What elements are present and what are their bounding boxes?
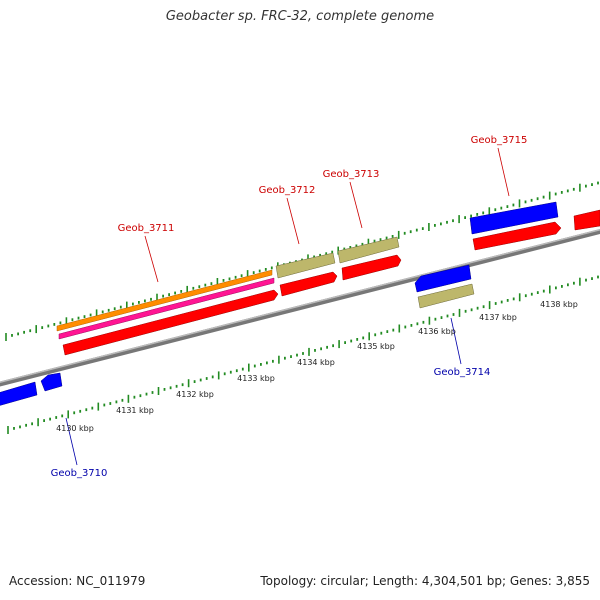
cds-arrow-3713 <box>341 254 402 281</box>
leader-line-3715 <box>497 147 510 197</box>
leader-line-3712 <box>286 197 300 245</box>
cds-arrow-3715 <box>472 221 562 251</box>
scale-label: 4137 kbp <box>479 313 517 322</box>
gene-label-3710: Geob_3710 <box>51 468 108 479</box>
cds-arrow-right-edge <box>573 209 600 231</box>
map-title: Geobacter sp. FRC-32, complete genome <box>165 9 435 24</box>
tick-row-lower <box>7 275 599 434</box>
scale-label: 4138 kbp <box>540 300 578 309</box>
gene-bar-orange <box>56 269 273 332</box>
scale-label: 4135 kbp <box>357 342 395 351</box>
cds-arrow-3711 <box>62 289 279 356</box>
scale-label: 4131 kbp <box>116 406 154 415</box>
gene-bar-khaki-3714 <box>417 283 475 309</box>
gene-bar-khaki-3713 <box>337 236 400 264</box>
leader-line-3714 <box>450 317 462 365</box>
leader-line-3710 <box>65 417 78 466</box>
gene-label-3714: Geob_3714 <box>434 367 491 378</box>
accession-label: Accession: NC_011979 <box>9 574 146 588</box>
scale-label: 4132 kbp <box>176 390 214 399</box>
scale-label: 4130 kbp <box>56 424 94 433</box>
scale-label: 4136 kbp <box>418 327 456 336</box>
gene-label-3711: Geob_3711 <box>118 223 175 234</box>
gene-bar-magenta <box>58 277 275 340</box>
gene-label-3715: Geob_3715 <box>471 135 528 146</box>
cds-arrow-3712 <box>279 271 338 297</box>
genome-backbone-highlight <box>0 229 600 383</box>
gene-bar-khaki-3712 <box>275 252 336 279</box>
scale-label: 4133 kbp <box>237 374 275 383</box>
gene-bar-blue-3710a <box>0 381 38 406</box>
gene-bar-blue-3710b <box>40 372 63 392</box>
leader-line-3711 <box>144 235 159 283</box>
gene-label-3712: Geob_3712 <box>259 185 316 196</box>
gene-label-3713: Geob_3713 <box>323 169 380 180</box>
gene-bar-blue-3714 <box>414 264 472 293</box>
genome-info-label: Topology: circular; Length: 4,304,501 bp… <box>260 574 590 588</box>
gene-bar-blue-3715 <box>469 201 559 235</box>
leader-line-3713 <box>349 181 363 229</box>
scale-label: 4134 kbp <box>297 358 335 367</box>
